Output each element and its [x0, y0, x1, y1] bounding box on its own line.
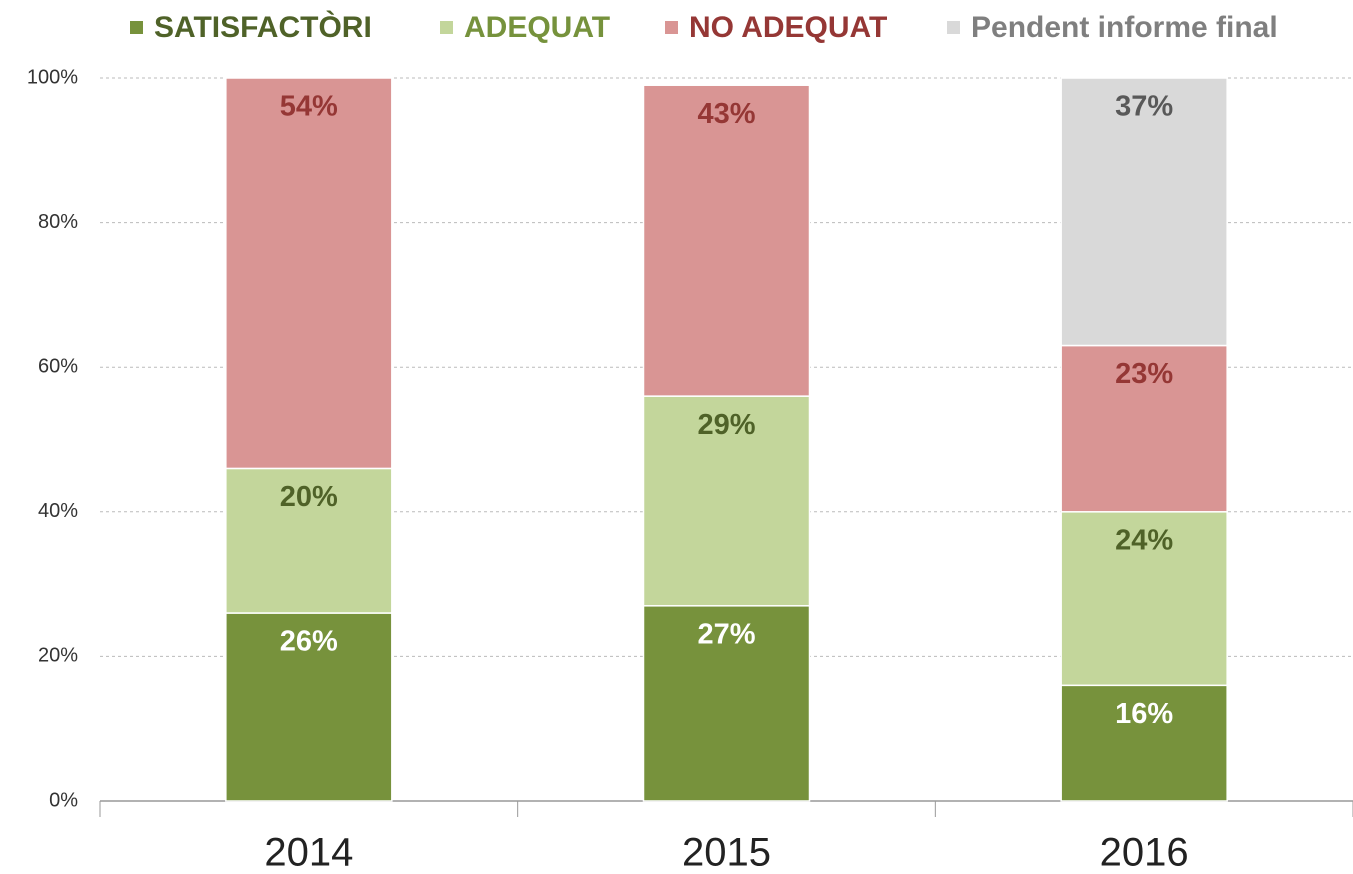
data-label: 24% [1115, 524, 1173, 556]
data-label: 23% [1115, 358, 1173, 390]
data-label: 20% [280, 481, 338, 513]
bar-segment [1060, 344, 1228, 513]
legend-marker [947, 21, 960, 34]
y-tick-label: 40% [38, 500, 78, 522]
x-tick-label: 2014 [264, 831, 353, 874]
bar-segment [1060, 684, 1228, 802]
y-tick-label: 80% [38, 211, 78, 233]
data-label: 54% [280, 91, 338, 123]
data-label: 27% [697, 618, 755, 650]
x-tick-label: 2015 [682, 831, 771, 874]
legend-label: NO ADEQUAT [689, 11, 887, 44]
legend-label: SATISFACTÒRI [154, 10, 372, 44]
bar-segment [642, 605, 811, 802]
bar-segment [1060, 511, 1228, 687]
x-tick-label: 2016 [1100, 831, 1189, 874]
bar-segment [225, 467, 393, 614]
data-label: 29% [697, 409, 755, 441]
data-label: 26% [280, 626, 338, 658]
legend-label: ADEQUAT [464, 11, 610, 44]
data-label: 43% [697, 98, 755, 130]
bar-segment [642, 395, 811, 607]
legend-marker [130, 21, 143, 34]
legend-marker [665, 21, 678, 34]
data-label: 37% [1115, 91, 1173, 123]
legend-label: Pendent informe final [971, 11, 1278, 44]
legend-marker [440, 21, 453, 34]
data-label: 16% [1115, 698, 1173, 730]
y-tick-label: 20% [38, 645, 78, 667]
bar-segment [1060, 77, 1228, 347]
y-tick-label: 100% [27, 66, 78, 88]
bar-segment [642, 84, 811, 397]
y-tick-label: 60% [38, 355, 78, 377]
bar-segment [225, 77, 393, 470]
y-tick-label: 0% [49, 789, 78, 811]
